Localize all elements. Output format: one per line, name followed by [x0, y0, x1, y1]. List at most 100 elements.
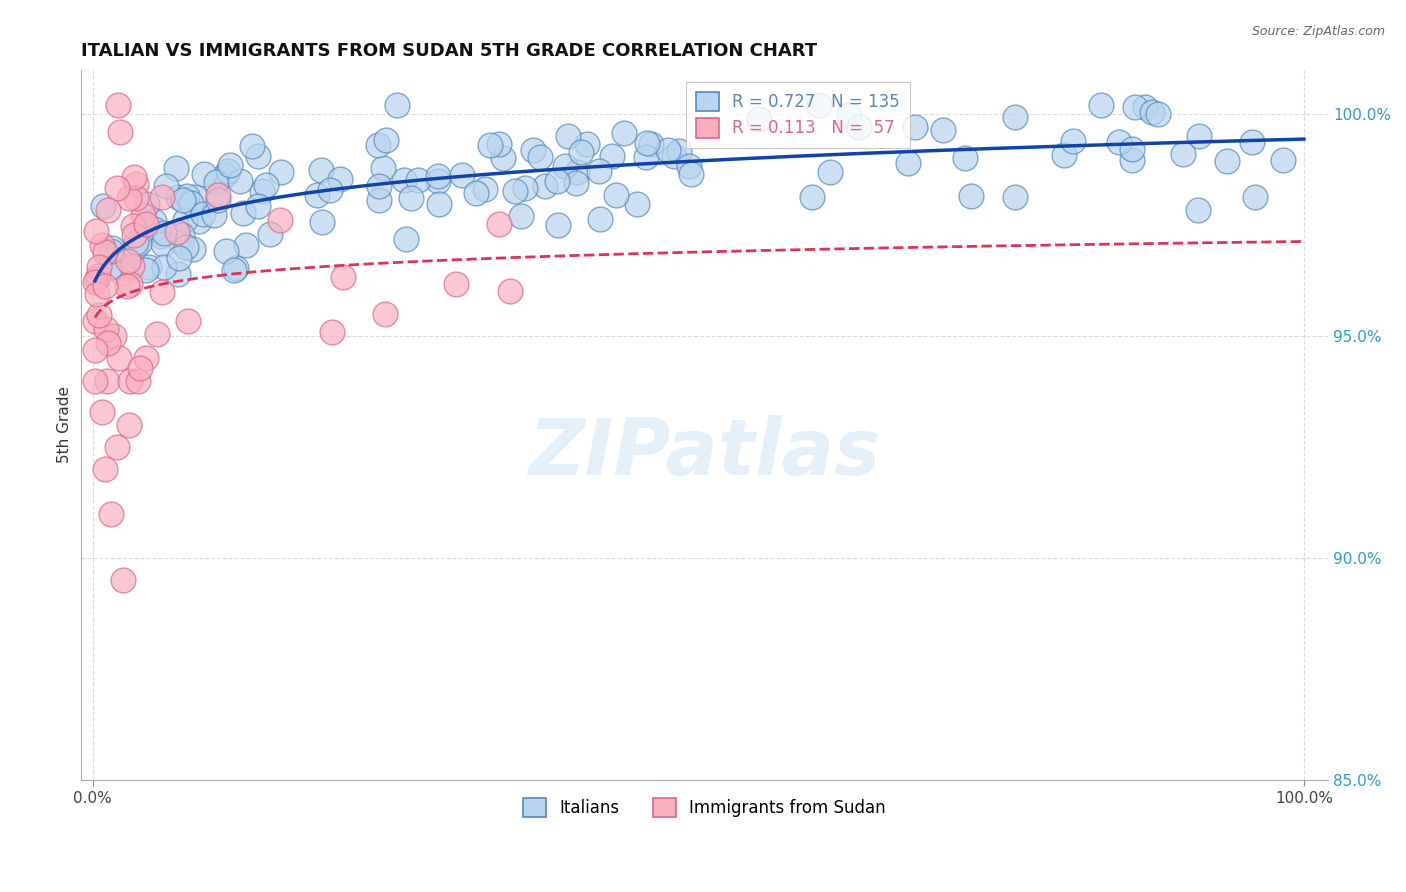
Point [177, 314, 200, 328]
Point [172, 193, 194, 207]
Point [152, 237, 174, 252]
Point [152, 260, 174, 274]
Point [1243, 189, 1265, 203]
Point [167, 189, 190, 203]
Point [636, 136, 658, 150]
Point [640, 137, 662, 152]
Point [1121, 142, 1143, 156]
Point [107, 98, 129, 112]
Point [127, 374, 149, 388]
Point [1121, 153, 1143, 167]
Text: Source: ZipAtlas.com: Source: ZipAtlas.com [1251, 25, 1385, 38]
Point [167, 268, 190, 282]
Point [91, 199, 114, 213]
Point [215, 244, 238, 259]
Point [222, 263, 245, 277]
Point [311, 215, 333, 229]
Point [138, 260, 160, 274]
Point [1108, 135, 1130, 149]
Point [492, 151, 515, 165]
Point [588, 164, 610, 178]
Legend: Italians, Immigrants from Sudan: Italians, Immigrants from Sudan [515, 789, 894, 825]
Point [427, 197, 450, 211]
Point [426, 169, 449, 183]
Point [662, 149, 685, 163]
Point [188, 214, 211, 228]
Point [1241, 135, 1264, 149]
Point [207, 193, 229, 207]
Point [488, 217, 510, 231]
Text: ITALIAN VS IMMIGRANTS FROM SUDAN 5TH GRADE CORRELATION CHART: ITALIAN VS IMMIGRANTS FROM SUDAN 5TH GRA… [80, 42, 817, 60]
Point [193, 207, 215, 221]
Point [103, 329, 125, 343]
Point [90, 237, 112, 252]
Point [1090, 98, 1112, 112]
Point [86, 287, 108, 301]
Point [135, 217, 157, 231]
Point [97, 203, 120, 218]
Point [427, 174, 450, 188]
Point [101, 241, 124, 255]
Point [180, 196, 202, 211]
Point [557, 129, 579, 144]
Point [547, 218, 569, 232]
Point [150, 190, 173, 204]
Point [105, 181, 128, 195]
Point [118, 374, 141, 388]
Point [135, 263, 157, 277]
Point [247, 149, 270, 163]
Point [128, 361, 150, 376]
Point [612, 126, 634, 140]
Point [510, 210, 533, 224]
Point [529, 150, 551, 164]
Point [84, 343, 107, 357]
Point [98, 260, 121, 274]
Point [118, 417, 141, 432]
Point [1142, 104, 1164, 119]
Point [87, 268, 110, 283]
Point [94, 321, 117, 335]
Point [1004, 190, 1026, 204]
Point [534, 179, 557, 194]
Point [121, 219, 143, 234]
Point [217, 164, 239, 178]
Point [387, 98, 409, 112]
Point [605, 187, 627, 202]
Point [1271, 153, 1294, 168]
Point [488, 136, 510, 151]
Point [100, 507, 122, 521]
Point [111, 267, 134, 281]
Point [1053, 148, 1076, 162]
Point [176, 189, 198, 203]
Point [374, 133, 396, 147]
Point [155, 178, 177, 193]
Point [232, 206, 254, 220]
Point [932, 123, 955, 137]
Point [153, 226, 176, 240]
Point [332, 270, 354, 285]
Point [678, 159, 700, 173]
Point [181, 243, 204, 257]
Point [240, 139, 263, 153]
Point [149, 229, 172, 244]
Point [94, 279, 117, 293]
Point [108, 125, 131, 139]
Point [229, 174, 252, 188]
Point [115, 279, 138, 293]
Point [214, 168, 236, 182]
Point [84, 276, 107, 290]
Point [259, 227, 281, 242]
Point [374, 307, 396, 321]
Point [172, 227, 194, 242]
Point [105, 440, 128, 454]
Point [87, 309, 110, 323]
Point [522, 144, 544, 158]
Point [84, 224, 107, 238]
Point [193, 167, 215, 181]
Point [205, 175, 228, 189]
Point [668, 145, 690, 159]
Point [567, 165, 589, 179]
Point [118, 277, 141, 291]
Point [451, 168, 474, 182]
Point [569, 145, 592, 159]
